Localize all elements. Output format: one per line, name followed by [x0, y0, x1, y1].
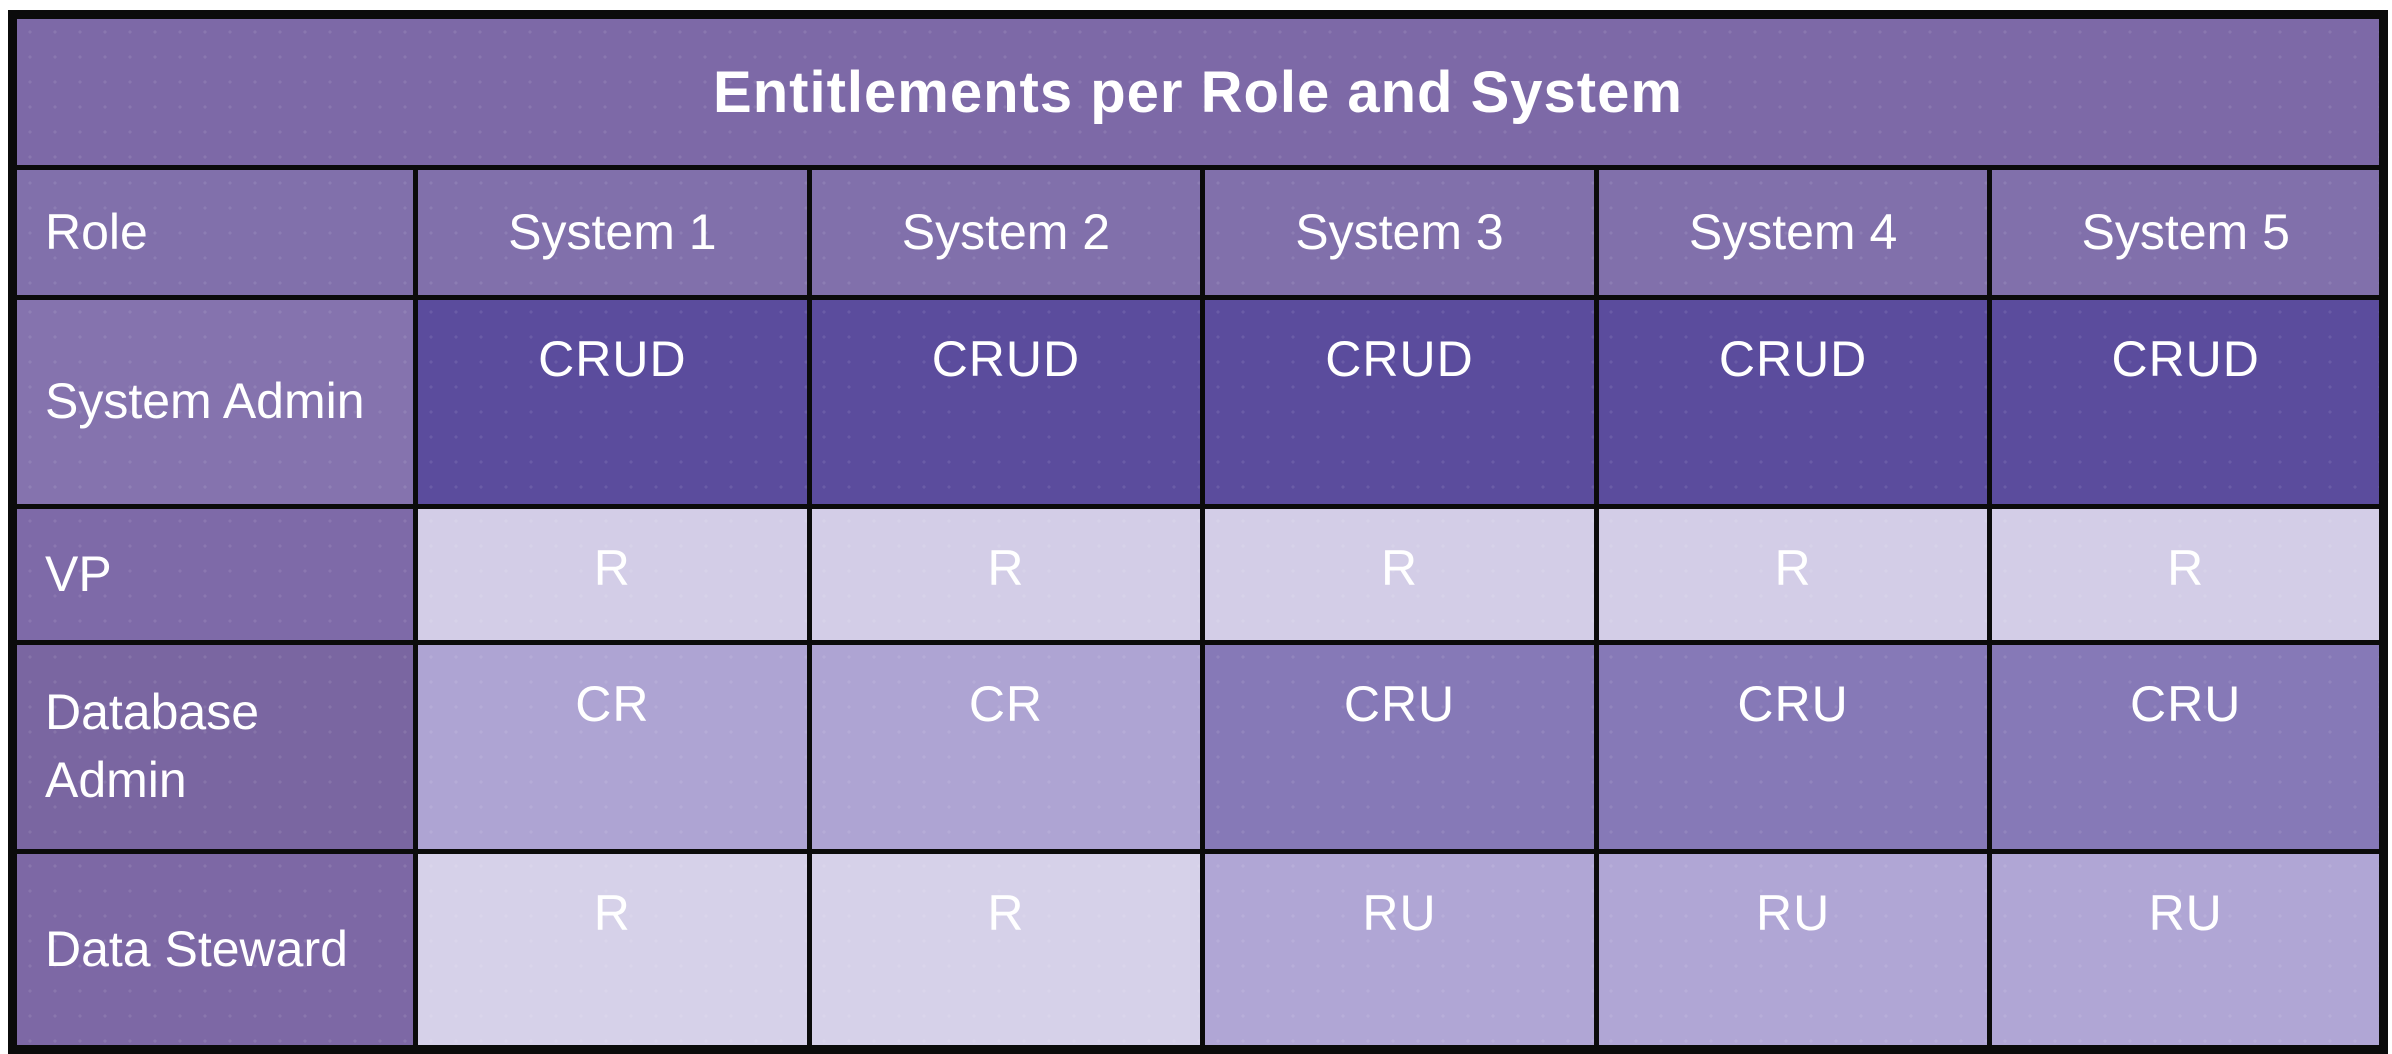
entitlement-cell: CRUD [1593, 294, 1993, 509]
entitlement-cell: CRUD [806, 294, 1206, 509]
system-1-column-header: System 1 [413, 165, 812, 300]
page-title: Entitlements per Role and System [10, 11, 2386, 171]
role-cell: Database Admin [9, 639, 419, 854]
role-cell: VP [9, 503, 419, 645]
role-cell: Data Steward [9, 848, 419, 1053]
entitlement-cell: RU [1200, 848, 1599, 1053]
role-cell: System Admin [9, 294, 419, 509]
entitlement-cell: CRUD [1200, 294, 1599, 509]
entitlement-cell: CR [806, 639, 1206, 854]
system-4-column-header: System 4 [1593, 165, 1993, 300]
role-column-header: Role [9, 165, 419, 300]
table-row-vp: VP R R R R R [9, 503, 2386, 645]
entitlement-cell: CRU [1987, 639, 2386, 854]
table-row-data-steward: Data Steward R R RU RU RU [9, 848, 2386, 1053]
system-5-column-header: System 5 [1987, 165, 2386, 300]
entitlement-cell: R [806, 503, 1206, 645]
entitlement-cell: R [806, 848, 1206, 1053]
table-row-database-admin: Database Admin CR CR CRU CRU CRU [9, 639, 2386, 854]
entitlement-cell: CRU [1593, 639, 1993, 854]
header-row: Role System 1 System 2 System 3 System 4… [9, 165, 2386, 300]
entitlement-cell: CRU [1200, 639, 1599, 854]
title-row: Entitlements per Role and System [10, 11, 2386, 171]
entitlement-cell: R [413, 503, 812, 645]
entitlement-cell: R [1593, 503, 1993, 645]
entitlement-cell: CR [413, 639, 812, 854]
entitlement-cell: RU [1593, 848, 1993, 1053]
entitlement-cell: R [413, 848, 812, 1053]
entitlement-cell: CRUD [413, 294, 812, 509]
entitlement-cell: R [1200, 503, 1599, 645]
entitlement-cell: RU [1987, 848, 2386, 1053]
system-2-column-header: System 2 [806, 165, 1206, 300]
entitlement-cell: R [1987, 503, 2386, 645]
entitlement-cell: CRUD [1987, 294, 2386, 509]
entitlements-table: Entitlements per Role and System Role Sy… [8, 10, 2388, 1054]
system-3-column-header: System 3 [1200, 165, 1599, 300]
table-row-system-admin: System Admin CRUD CRUD CRUD CRUD CRUD [9, 294, 2386, 509]
